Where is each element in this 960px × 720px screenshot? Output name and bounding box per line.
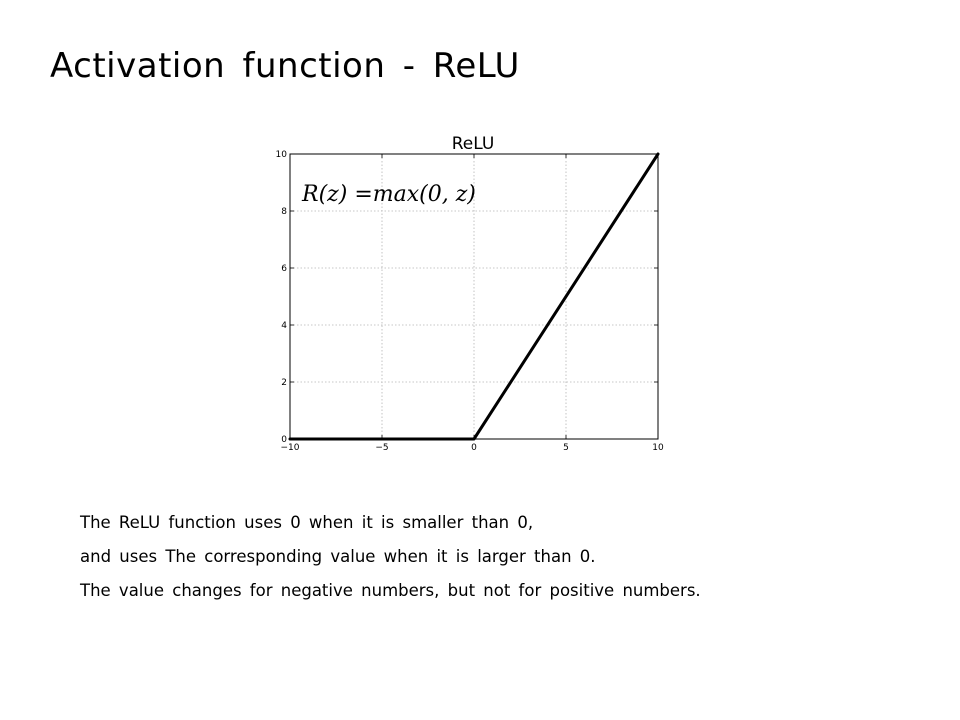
y-tick-label: 2 <box>281 378 287 388</box>
description-line-3: The value changes for negative numbers, … <box>80 581 701 600</box>
x-tick-label: 0 <box>471 443 477 453</box>
relu-chart-svg: ReLU −10 −5 0 5 10 0 2 4 6 8 10 R(z) =max(0, z) <box>276 134 664 453</box>
slide-title: Activation function - ReLU <box>50 46 520 86</box>
y-tick-label: 10 <box>276 150 288 160</box>
y-tick-label: 8 <box>281 207 287 217</box>
chart-formula-annotation: R(z) =max(0, z) <box>301 182 476 207</box>
y-tick-label: 4 <box>281 321 287 331</box>
x-tick-label: 5 <box>563 443 569 453</box>
description-line-1: The ReLU function uses 0 when it is smal… <box>80 513 534 532</box>
y-tick-label: 0 <box>281 435 287 445</box>
x-tick-label: 10 <box>652 443 664 453</box>
chart-title: ReLU <box>452 134 495 154</box>
x-tick-label: −10 <box>281 443 300 453</box>
x-tick-label: −5 <box>375 443 388 453</box>
relu-chart: ReLU −10 −5 0 5 10 0 2 4 6 8 10 R(z) =max(0, z) <box>268 128 678 458</box>
description-line-2: and uses The corresponding value when it… <box>80 547 596 566</box>
description-text: The ReLU function uses 0 when it is smal… <box>80 514 940 616</box>
chart-ticks: −10 −5 0 5 10 0 2 4 6 8 10 <box>276 150 664 453</box>
y-tick-label: 6 <box>281 264 287 274</box>
